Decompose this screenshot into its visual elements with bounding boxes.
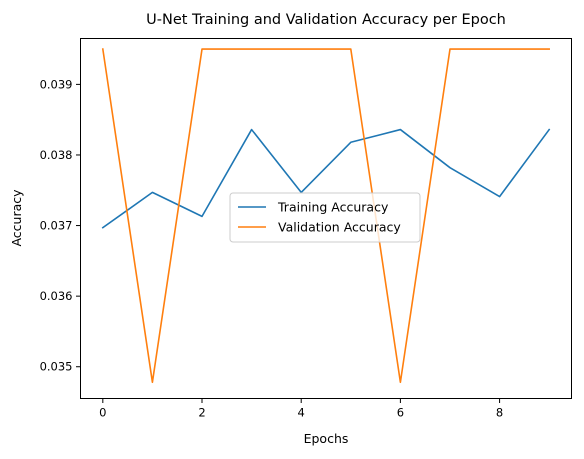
data-point-training-accuracy-3 <box>250 128 254 132</box>
data-point-validation-accuracy-1 <box>150 380 154 384</box>
y-tick-label: 0.037 <box>40 219 73 233</box>
data-point-validation-accuracy-4 <box>299 47 303 51</box>
x-tick-label: 2 <box>198 406 205 420</box>
legend-label-training: Training Accuracy <box>277 200 389 215</box>
plot-frame <box>80 38 572 399</box>
x-tick-label: 8 <box>496 406 503 420</box>
x-tick-label: 0 <box>99 406 106 420</box>
data-point-training-accuracy-7 <box>448 166 452 170</box>
data-point-validation-accuracy-7 <box>448 47 452 51</box>
data-point-training-accuracy-2 <box>200 214 204 218</box>
series-line-training-accuracy <box>101 128 551 229</box>
data-point-training-accuracy-8 <box>498 195 502 199</box>
chart-title: U-Net Training and Validation Accuracy p… <box>146 12 506 28</box>
data-point-validation-accuracy-3 <box>250 47 254 51</box>
y-tick-label: 0.036 <box>40 289 73 303</box>
y-tick-label: 0.035 <box>40 360 73 374</box>
data-point-validation-accuracy-0 <box>101 47 105 51</box>
series-group <box>101 47 551 384</box>
y-tick-label: 0.038 <box>40 148 73 162</box>
y-tick-label: 0.039 <box>40 77 73 91</box>
data-point-validation-accuracy-6 <box>398 380 402 384</box>
data-point-validation-accuracy-8 <box>498 47 502 51</box>
data-point-training-accuracy-0 <box>101 226 105 230</box>
data-point-validation-accuracy-5 <box>349 47 353 51</box>
data-point-training-accuracy-5 <box>349 140 353 144</box>
x-tick-label: 4 <box>298 406 305 420</box>
series-line-validation-accuracy <box>101 48 550 384</box>
data-point-training-accuracy-9 <box>547 128 551 132</box>
data-point-validation-accuracy-2 <box>200 47 204 51</box>
data-point-training-accuracy-1 <box>150 190 154 194</box>
y-axis-ticks: 0.035 0.036 0.037 0.038 0.039 <box>40 77 81 374</box>
x-axis-label: Epochs <box>304 431 349 446</box>
legend-label-validation: Validation Accuracy <box>278 220 401 235</box>
x-tick-label: 6 <box>397 406 404 420</box>
legend: Training Accuracy Validation Accuracy <box>229 192 421 243</box>
data-point-validation-accuracy-9 <box>547 47 551 51</box>
y-axis-label: Accuracy <box>9 189 24 247</box>
legend-box <box>229 192 421 243</box>
x-axis-ticks: 0 2 4 6 8 <box>99 398 503 420</box>
data-point-training-accuracy-6 <box>398 128 402 132</box>
